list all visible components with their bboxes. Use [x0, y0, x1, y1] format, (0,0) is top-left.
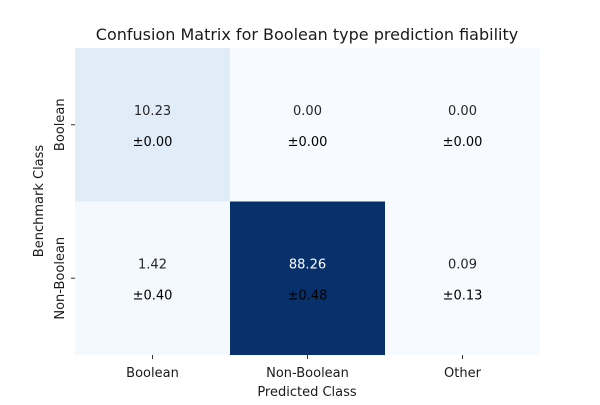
cell-value-label: 0.00 [293, 104, 322, 119]
x-axis-label: Predicted Class [257, 385, 357, 400]
heatmap-cell [75, 201, 230, 355]
heatmap-cell [230, 48, 385, 202]
cell-std-label: ±0.40 [133, 288, 173, 303]
y-tick-label: Boolean [53, 98, 68, 151]
x-axis-ticks: Boolean Non-Boolean Other [126, 355, 482, 381]
cell-std-label: ±0.13 [443, 288, 483, 303]
y-axis-label: Benchmark Class [32, 145, 47, 258]
chart-title: Confusion Matrix for Boolean type predic… [96, 25, 518, 44]
heatmap-cell [75, 48, 230, 202]
cell-value-label: 0.09 [448, 257, 477, 272]
cell-std-label: ±0.00 [288, 135, 328, 150]
y-tick-label: Non-Boolean [53, 237, 68, 320]
cell-value-label: 88.26 [289, 257, 326, 272]
x-tick-label: Non-Boolean [266, 366, 349, 381]
cell-annotations: 10.23 ±0.00 0.00 ±0.00 0.00 ±0.00 1.42 ±0.40 88.… [133, 104, 483, 304]
y-axis-ticks: Boolean Non-Boolean [53, 98, 75, 320]
cell-value-label: 1.42 [138, 257, 167, 272]
heatmap-cell [385, 48, 540, 202]
cell-std-label: ±0.00 [133, 135, 173, 150]
heatmap-cell [230, 201, 385, 355]
heatmap-cell [385, 201, 540, 355]
cell-value-label: 0.00 [448, 104, 477, 119]
x-tick-label: Other [444, 366, 482, 381]
heatmap-cells [75, 48, 540, 355]
cell-std-label: ±0.48 [288, 288, 328, 303]
cell-value-label: 10.23 [134, 104, 171, 119]
x-tick-label: Boolean [126, 366, 179, 381]
cell-std-label: ±0.00 [443, 135, 483, 150]
